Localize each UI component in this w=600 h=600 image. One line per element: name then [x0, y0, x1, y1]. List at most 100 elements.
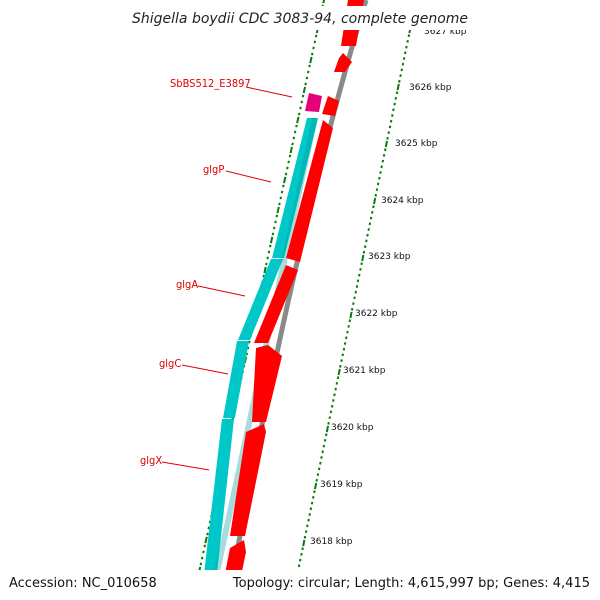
- minor-tick: [327, 421, 330, 425]
- minor-tick: [245, 352, 248, 356]
- minor-tick: [199, 562, 203, 566]
- minor-tick: [330, 404, 334, 408]
- gene-feature-glgA[interactable]: [238, 259, 283, 340]
- major-tick: [384, 140, 388, 148]
- major-tick: [302, 86, 306, 94]
- minor-tick: [307, 518, 310, 522]
- minor-tick: [350, 307, 354, 311]
- minor-tick: [366, 233, 369, 237]
- gene-feature-glgC-fwd[interactable]: [252, 345, 282, 422]
- minor-tick: [323, 438, 327, 442]
- minor-tick: [310, 501, 314, 505]
- gene-feature-glgP-fwd[interactable]: [286, 120, 333, 262]
- footer-backdrop: [0, 570, 600, 600]
- minor-tick: [267, 250, 271, 254]
- minor-tick: [329, 410, 333, 414]
- minor-tick: [348, 319, 352, 323]
- minor-tick: [307, 70, 310, 74]
- gene-feature-glgA-fwd[interactable]: [254, 265, 298, 343]
- minor-tick: [282, 184, 285, 188]
- minor-tick: [299, 558, 302, 562]
- scale-label-3627: 3627 kbp: [424, 27, 467, 37]
- minor-tick: [317, 467, 321, 471]
- minor-tick: [406, 39, 409, 43]
- major-tick: [361, 254, 365, 262]
- minor-tick: [200, 556, 204, 560]
- minor-tick: [395, 91, 399, 95]
- minor-tick: [346, 330, 349, 334]
- minor-tick: [292, 136, 296, 140]
- minor-tick: [312, 495, 315, 499]
- minor-tick: [266, 256, 269, 260]
- minor-tick: [313, 40, 317, 44]
- minor-tick: [353, 296, 356, 300]
- minor-tick: [300, 552, 303, 556]
- scale-label-3620: 3620 kbp: [331, 423, 374, 433]
- gene-label-SbBS512_E3897[interactable]: SbBS512_E3897: [170, 77, 251, 90]
- major-tick: [325, 425, 329, 433]
- minor-tick: [304, 530, 308, 534]
- gene-feature-glgP[interactable]: [272, 118, 318, 258]
- outer-scale-ticks: [290, 26, 412, 600]
- leader-glgC: [181, 364, 229, 375]
- minor-tick: [246, 346, 250, 350]
- gene-labels: SbBS512_E3897 glgP glgA glgC glgX: [140, 77, 251, 467]
- gene-label-leaders: [161, 86, 293, 471]
- gene-label-glgP[interactable]: glgP: [203, 163, 224, 176]
- gene-feature-arrow-b[interactable]: [322, 96, 339, 116]
- title-backdrop: [120, 6, 480, 30]
- minor-tick: [308, 64, 311, 68]
- minor-tick: [321, 450, 324, 454]
- major-tick: [373, 197, 377, 205]
- gene-label-glgC[interactable]: glgC: [159, 357, 181, 370]
- major-tick: [349, 311, 353, 319]
- minor-tick: [393, 102, 396, 106]
- minor-tick: [297, 564, 301, 568]
- minor-tick: [306, 524, 309, 528]
- major-tick: [283, 176, 287, 184]
- major-tick: [269, 236, 274, 244]
- minor-tick: [316, 473, 320, 477]
- gene-label-glgX[interactable]: glgX: [140, 454, 162, 467]
- minor-tick: [303, 535, 307, 539]
- minor-tick: [279, 196, 282, 200]
- minor-tick: [202, 550, 205, 554]
- minor-tick: [360, 262, 363, 266]
- minor-tick: [287, 160, 290, 164]
- major-tick: [314, 482, 318, 490]
- minor-tick: [358, 273, 361, 277]
- scale-label-3624: 3624 kbp: [381, 196, 424, 206]
- minor-tick: [271, 232, 275, 236]
- minor-tick: [269, 244, 272, 248]
- minor-tick: [288, 154, 292, 158]
- minor-tick: [388, 125, 392, 129]
- minor-tick: [347, 324, 350, 328]
- gene-feature-glgC[interactable]: [223, 341, 249, 418]
- major-tick: [289, 146, 293, 154]
- minor-tick: [333, 393, 336, 397]
- minor-tick: [295, 124, 298, 128]
- gene-label-glgA[interactable]: glgA: [176, 278, 198, 291]
- minor-tick: [380, 165, 383, 169]
- major-tick: [322, 0, 326, 4]
- topology-label: Topology: circular; Length: 4,615,997 bp…: [232, 576, 590, 591]
- gene-feature-glgX-fwd[interactable]: [230, 424, 266, 536]
- major-tick: [337, 368, 341, 376]
- scale-label-3625: 3625 kbp: [395, 139, 438, 149]
- minor-tick: [378, 176, 381, 180]
- gene-feature-SbBS512_E3897[interactable]: [305, 93, 322, 112]
- minor-tick: [386, 136, 389, 140]
- minor-tick: [382, 153, 386, 157]
- accession-label: Accession: NC_010658: [9, 576, 157, 591]
- scale-label-3626: 3626 kbp: [409, 83, 452, 93]
- minor-tick: [319, 461, 322, 465]
- minor-tick: [207, 526, 210, 530]
- gene-feature-arrow-a[interactable]: [334, 53, 352, 72]
- minor-tick: [401, 62, 405, 66]
- minor-tick: [300, 100, 303, 104]
- minor-tick: [381, 159, 385, 163]
- minor-tick: [339, 364, 342, 368]
- leader-glgP: [225, 170, 272, 183]
- gene-feature-glgX[interactable]: [201, 419, 234, 600]
